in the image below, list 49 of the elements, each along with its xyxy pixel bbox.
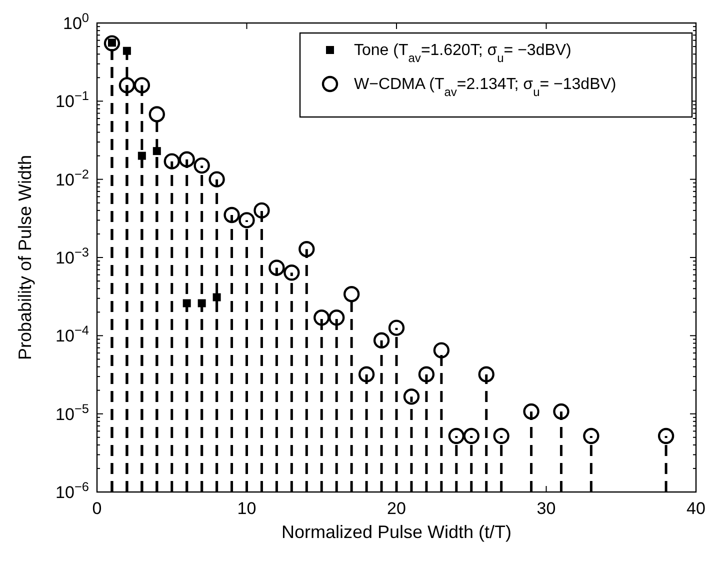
point (433, 342, 450, 358)
y-tick-label: 10$^{−4}$ (56, 322, 89, 346)
x-tick-label: 30 (536, 499, 556, 518)
point (523, 403, 540, 420)
point (238, 212, 255, 228)
point (298, 241, 315, 258)
y-tick-label: 10$^{−1}$ (56, 88, 89, 112)
point (134, 77, 150, 94)
point (208, 171, 225, 188)
point (268, 260, 285, 276)
point (388, 320, 405, 336)
point (583, 428, 600, 444)
y-tick-label: 10$^{0}$ (62, 10, 89, 33)
x-tick-label: 0 (92, 499, 102, 518)
x-tick-label: 40 (686, 499, 706, 518)
point (418, 366, 435, 382)
point (343, 286, 360, 302)
legend-label: Tone (T$_{av}$=1.620T; σ$_{u}$= −3dBV) (354, 42, 572, 65)
point (358, 366, 375, 382)
point (148, 106, 165, 122)
point (463, 428, 480, 444)
point (493, 428, 510, 444)
point (118, 77, 136, 94)
y-tick-label: 10$^{−3}$ (56, 244, 89, 268)
point (373, 332, 390, 348)
point (328, 310, 345, 326)
point (254, 202, 270, 219)
y-tick-label: 10$^{−5}$ (56, 400, 89, 424)
point (164, 153, 180, 170)
point (658, 428, 674, 444)
legend-label: W−CDMA (T$_{av}$=2.134T; σ$_{u}$= −13dBV) (354, 76, 616, 99)
y-axis-title: Probability of Pulse Width (15, 154, 35, 360)
point (314, 310, 330, 326)
y-tick-label: 10$^{−2}$ (56, 166, 89, 190)
x-tick-label: 20 (387, 499, 406, 518)
point (403, 388, 420, 405)
point (478, 366, 494, 382)
x-axis-title: Normalized Pulse Width (t/T) (281, 522, 512, 542)
point (284, 264, 300, 281)
point (212, 293, 221, 302)
point (104, 35, 120, 52)
point (178, 151, 195, 168)
point (224, 206, 240, 224)
point (448, 428, 464, 444)
point (194, 157, 210, 174)
y-tick-label: 10$^{−6}$ (56, 478, 89, 502)
x-tick-label: 10 (237, 499, 256, 518)
point (122, 46, 131, 55)
point (553, 403, 570, 420)
